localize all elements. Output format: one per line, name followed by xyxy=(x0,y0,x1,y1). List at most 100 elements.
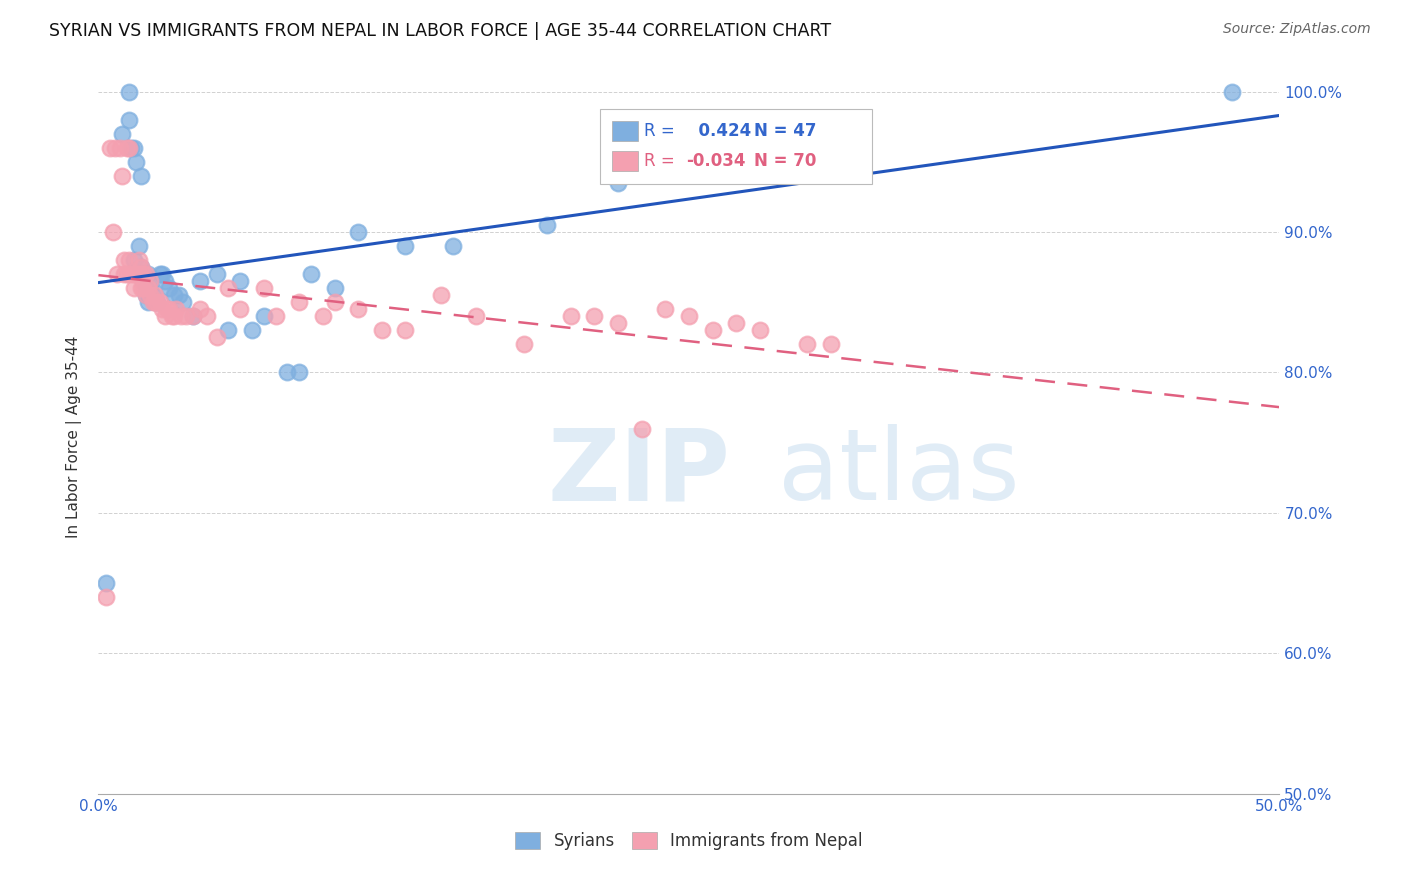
Point xyxy=(276,366,298,380)
Text: SYRIAN VS IMMIGRANTS FROM NEPAL IN LABOR FORCE | AGE 35-44 CORRELATION CHART: SYRIAN VS IMMIGRANTS FROM NEPAL IN LABOR… xyxy=(49,22,831,40)
Point xyxy=(105,267,128,281)
Point xyxy=(122,253,145,268)
Point xyxy=(111,169,134,183)
Text: Source: ZipAtlas.com: Source: ZipAtlas.com xyxy=(1223,22,1371,37)
Point xyxy=(536,218,558,232)
Point xyxy=(143,295,166,310)
Point xyxy=(312,310,335,324)
Point xyxy=(129,260,152,274)
Point xyxy=(143,288,166,302)
Point xyxy=(132,274,155,288)
Point xyxy=(150,267,173,281)
Point xyxy=(820,337,842,351)
Point xyxy=(135,288,157,302)
Text: -0.034: -0.034 xyxy=(686,152,747,169)
Point xyxy=(115,267,138,281)
Point xyxy=(132,267,155,281)
Point xyxy=(205,267,228,281)
Point xyxy=(104,141,127,155)
FancyBboxPatch shape xyxy=(612,151,638,171)
Point xyxy=(135,288,157,302)
FancyBboxPatch shape xyxy=(612,121,638,141)
Point xyxy=(125,267,148,281)
Point xyxy=(583,310,606,324)
Point xyxy=(820,141,842,155)
Point xyxy=(118,253,141,268)
Point xyxy=(118,85,141,99)
Point xyxy=(150,302,173,317)
Point xyxy=(288,295,311,310)
Point xyxy=(112,267,135,281)
Point xyxy=(347,302,370,317)
Point xyxy=(139,288,162,302)
Point xyxy=(163,288,186,302)
Point xyxy=(288,366,311,380)
Point xyxy=(122,281,145,295)
Point xyxy=(94,576,117,591)
Point xyxy=(101,225,124,239)
Point xyxy=(167,288,190,302)
Text: atlas: atlas xyxy=(778,425,1019,521)
Point xyxy=(170,310,193,324)
Point xyxy=(347,225,370,239)
Point xyxy=(129,260,152,274)
Legend: Syrians, Immigrants from Nepal: Syrians, Immigrants from Nepal xyxy=(509,825,869,857)
Point xyxy=(153,274,176,288)
Point xyxy=(139,281,162,295)
Point xyxy=(157,281,180,295)
Point xyxy=(108,141,131,155)
Point xyxy=(143,295,166,310)
Point xyxy=(560,310,582,324)
Point xyxy=(129,169,152,183)
Point xyxy=(121,141,143,155)
Point xyxy=(142,288,165,302)
Point xyxy=(725,316,748,330)
Point xyxy=(607,176,630,190)
Point xyxy=(111,127,134,141)
Text: N = 70: N = 70 xyxy=(754,152,817,169)
Point xyxy=(128,239,150,253)
Point xyxy=(394,323,416,337)
Text: ZIP: ZIP xyxy=(547,425,730,521)
Point xyxy=(240,323,263,337)
Point xyxy=(796,337,818,351)
Point xyxy=(195,310,218,324)
Point xyxy=(1220,85,1243,99)
Point xyxy=(430,288,453,302)
Point xyxy=(139,274,162,288)
Point xyxy=(323,281,346,295)
Point xyxy=(157,302,180,317)
Text: R =: R = xyxy=(644,152,675,169)
Text: 0.424: 0.424 xyxy=(686,122,751,140)
Point xyxy=(188,274,211,288)
Point xyxy=(146,295,169,310)
Point xyxy=(115,141,138,155)
FancyBboxPatch shape xyxy=(600,109,872,184)
Point xyxy=(149,267,172,281)
Point xyxy=(125,154,148,169)
Point xyxy=(128,267,150,281)
Point xyxy=(512,337,534,351)
Point xyxy=(229,302,252,317)
Point xyxy=(163,310,186,324)
Point xyxy=(132,267,155,281)
Point xyxy=(153,310,176,324)
Point xyxy=(229,274,252,288)
Point xyxy=(135,281,157,295)
Point xyxy=(128,253,150,268)
Point xyxy=(678,310,700,324)
Point xyxy=(136,267,159,281)
Point xyxy=(181,310,204,324)
Point xyxy=(607,316,630,330)
Point xyxy=(702,161,724,176)
Point xyxy=(172,295,194,310)
Point xyxy=(136,295,159,310)
Point xyxy=(135,267,157,281)
Point xyxy=(122,267,145,281)
Point xyxy=(371,323,394,337)
Point xyxy=(465,310,488,324)
Point xyxy=(217,323,239,337)
Point xyxy=(118,141,141,155)
Point xyxy=(323,295,346,310)
Text: N = 47: N = 47 xyxy=(754,122,817,140)
